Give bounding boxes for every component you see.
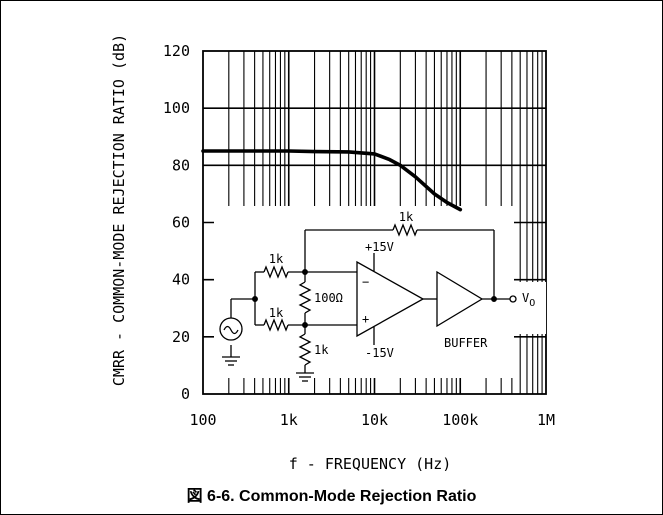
ground-icon (222, 345, 240, 366)
x-tick-labels: 100 1k 10k 100k 1M (189, 411, 555, 429)
x-tick-label: 100k (442, 411, 478, 429)
test-circuit (219, 223, 517, 382)
resistor-bottom (263, 318, 289, 332)
resistor-ground (298, 333, 312, 366)
y-tick-label: 80 (172, 156, 190, 174)
supply-neg-label: -15V (365, 346, 394, 360)
r-ground-label: 1k (314, 343, 329, 357)
supply-pos-label: +15V (365, 240, 394, 254)
buffer-amp (436, 270, 484, 328)
circuit-labels: 1k 1k 100Ω 1k 1k +15V -15V − + BUFFER VO (269, 210, 535, 360)
x-tick-label: 1M (537, 411, 555, 429)
figure-caption: 図 6-6. Common-Mode Rejection Ratio (186, 488, 477, 505)
y-tick-label: 120 (163, 42, 190, 60)
r-in-top-label: 1k (269, 252, 284, 266)
x-tick-label: 100 (189, 411, 216, 429)
y-tick-label: 20 (172, 328, 190, 346)
x-axis-title: f - FREQUENCY (Hz) (289, 455, 452, 473)
r-in-bottom-label: 1k (269, 306, 284, 320)
x-tick-label: 10k (361, 411, 388, 429)
y-tick-label: 0 (181, 385, 190, 403)
inverting-input-label: − (362, 275, 369, 289)
y-tick-label: 100 (163, 99, 190, 117)
cmrr-chart: 0 20 40 60 80 100 120 100 1k 10k 100k 1M CMRR - CO… (110, 34, 555, 473)
series-layer (201, 149, 463, 212)
ground-icon (296, 372, 314, 382)
r-feedback-label: 1k (399, 210, 414, 224)
series-line-1 (201, 149, 463, 212)
x-tick-label: 1k (280, 411, 298, 429)
circuit-mask (214, 206, 546, 378)
y-tick-label: 40 (172, 271, 190, 289)
y-tick-labels: 0 20 40 60 80 100 120 (163, 42, 190, 403)
resistor-feedback (392, 223, 418, 237)
plot-border (202, 50, 547, 395)
output-label: VO (522, 291, 535, 309)
op-amp (356, 260, 425, 338)
output-label-background (510, 282, 546, 334)
resistor-top (263, 265, 289, 279)
y-axis-title: CMRR - COMMON-MODE REJECTION RATIO (dB) (110, 34, 128, 386)
r-mid-label: 100Ω (314, 291, 343, 305)
buffer-label: BUFFER (444, 336, 488, 350)
resistor-mid (298, 281, 312, 314)
noninverting-input-label: + (362, 312, 369, 326)
plot-area-border (202, 50, 547, 395)
y-tick-label: 60 (172, 214, 190, 232)
circuit-background (214, 206, 514, 378)
